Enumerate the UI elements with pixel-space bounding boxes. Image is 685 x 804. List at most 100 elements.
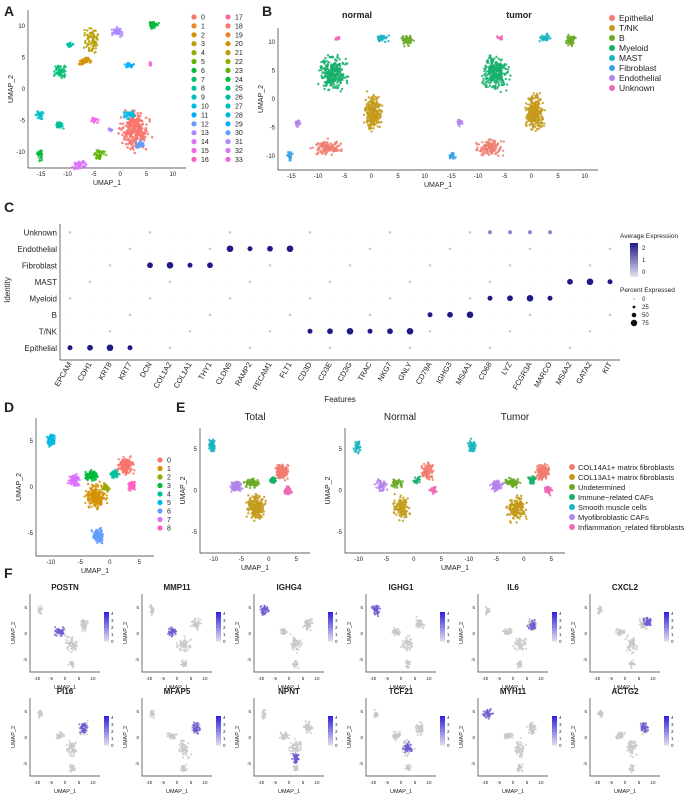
dot-mark [88, 280, 92, 284]
cell-point [491, 144, 494, 147]
dot-mark [348, 263, 352, 267]
dot-mark [528, 247, 532, 251]
dot-mark [189, 347, 191, 349]
cell-point [131, 146, 134, 150]
panel-b-umap [277, 28, 598, 171]
cell-point [98, 480, 101, 483]
cell-point [527, 97, 530, 100]
cell-point [532, 112, 535, 116]
cell-point [401, 480, 405, 483]
legend-label: 26 [235, 95, 243, 102]
legend-label: 19 [235, 32, 243, 39]
dot-mark [449, 330, 451, 332]
cell-point [277, 471, 280, 474]
cell-point [253, 497, 256, 500]
dot-mark [387, 328, 393, 335]
legend-label: 2 [201, 32, 205, 39]
dot-mark [69, 248, 71, 250]
cell-point [501, 149, 505, 152]
cell-point [245, 485, 248, 489]
dot-mark [148, 296, 152, 300]
cell-point [324, 146, 328, 149]
scale-tick: 0 [642, 270, 646, 276]
cell-point [86, 499, 90, 502]
cell-point [129, 455, 132, 458]
cell-point [403, 500, 407, 503]
legend-label: 2 [167, 475, 171, 482]
dot-mark [229, 281, 231, 283]
cell-point [535, 127, 539, 131]
cell-point [111, 33, 114, 37]
dot-mark [509, 347, 511, 349]
cell-point [89, 471, 92, 474]
cell-point [94, 502, 97, 506]
cell-point [260, 506, 264, 509]
dot-mark [609, 264, 611, 266]
cell-point [493, 87, 497, 91]
feature-label: IGHG3 [434, 361, 453, 386]
dot-mark [468, 296, 472, 300]
cell-point [129, 138, 133, 142]
cell-point [242, 481, 245, 484]
dot-mark [249, 314, 251, 316]
dot-mark [329, 314, 331, 316]
cell-point [50, 439, 53, 442]
cell-point [95, 43, 99, 47]
cell-point [83, 34, 86, 37]
cell-point [259, 503, 263, 507]
cell-point [100, 529, 104, 532]
cell-point [274, 466, 277, 470]
cell-point [136, 128, 140, 131]
dot-mark [548, 230, 552, 235]
cell-point [536, 92, 539, 96]
cell-point [372, 113, 376, 117]
y-axis-label: UMAP_2 [8, 75, 15, 103]
cell-point [126, 146, 129, 149]
legend-label: 7 [167, 517, 171, 524]
cell-point [539, 108, 543, 112]
dot-mark [368, 247, 372, 251]
dot-mark [209, 297, 211, 299]
legend-label: Unknown [619, 83, 655, 93]
cell-point [281, 470, 284, 473]
cell-point [378, 121, 381, 124]
legend-label: 12 [201, 121, 209, 128]
cell-point [95, 149, 98, 152]
cell-point [127, 481, 131, 485]
cell-point [91, 485, 95, 488]
cell-point [76, 161, 79, 165]
legend-swatch [609, 45, 615, 51]
cell-point [346, 75, 350, 78]
legend-label: 27 [235, 104, 243, 111]
cell-point [90, 491, 93, 494]
cell-point [75, 472, 78, 476]
legend-label: 31 [235, 139, 243, 146]
cell-point [94, 51, 97, 54]
cell-point [375, 486, 378, 489]
cell-point [83, 61, 86, 65]
identity-label: Fibroblast [22, 261, 58, 270]
cell-point [490, 63, 493, 66]
cell-point [482, 79, 485, 83]
cell-point [259, 499, 263, 502]
feature-label: COL1A1 [172, 361, 194, 390]
cell-point [387, 34, 391, 37]
cell-point [427, 466, 430, 470]
cell-point [377, 112, 380, 115]
cell-point [385, 483, 388, 486]
cell-point [338, 72, 342, 76]
cell-point [143, 131, 146, 135]
cell-point [380, 120, 383, 124]
legend-label: 5 [167, 500, 171, 507]
cell-point [255, 484, 258, 487]
cell-point [324, 153, 327, 156]
dot-mark [447, 311, 453, 318]
cell-point [133, 469, 136, 472]
dot-mark [89, 248, 91, 250]
cell-point [365, 90, 369, 93]
cell-point [539, 35, 542, 39]
cell-point [121, 133, 124, 137]
cell-point [321, 71, 324, 75]
cell-point [89, 34, 92, 38]
cell-point [284, 472, 287, 475]
